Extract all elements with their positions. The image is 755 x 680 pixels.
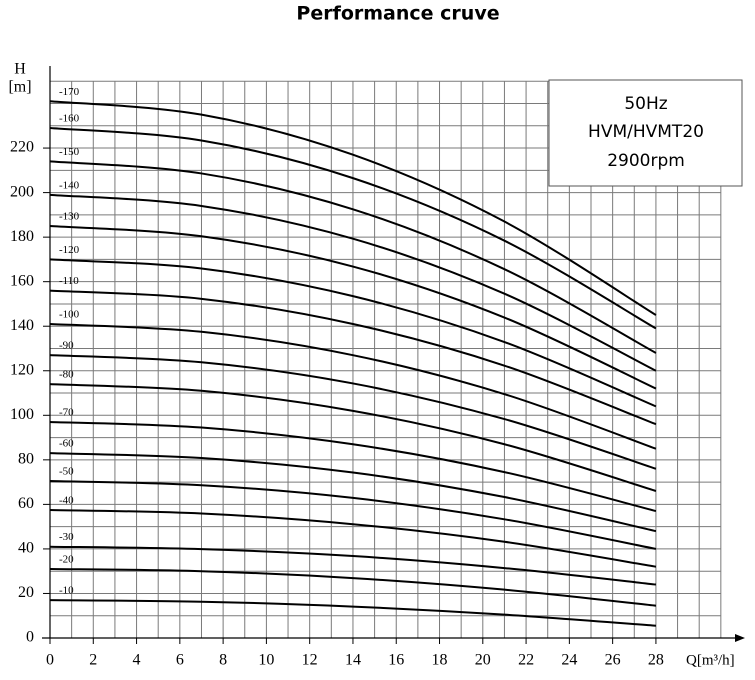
annotation-box xyxy=(548,79,743,187)
curve-label: -120 xyxy=(59,244,80,256)
annotation-line: 50Hz xyxy=(624,94,667,114)
x-tick-label: 14 xyxy=(345,652,361,669)
curve-label: -170 xyxy=(59,86,80,98)
x-tick-label: 12 xyxy=(302,652,318,669)
pump-curve xyxy=(49,383,657,492)
y-tick-label: 160 xyxy=(10,272,34,289)
pump-curve xyxy=(49,420,657,513)
chart-title: Performance cruve xyxy=(296,3,499,25)
pump-curve xyxy=(49,508,657,568)
curve-label: -110 xyxy=(59,275,79,287)
y-tick-label: 60 xyxy=(18,495,34,512)
pump-curve xyxy=(49,545,657,586)
curve-label: -40 xyxy=(59,494,74,506)
pump-curve xyxy=(49,354,657,470)
y-tick-label: 200 xyxy=(10,183,34,200)
curve-label: -20 xyxy=(59,553,74,565)
x-tick-label: 4 xyxy=(133,652,141,669)
x-tick-label: 2 xyxy=(89,652,97,669)
y-tick-label: 40 xyxy=(18,540,34,557)
pump-curve xyxy=(49,225,657,390)
curve-label: -30 xyxy=(59,531,74,543)
y-tick-label: 0 xyxy=(26,629,34,646)
pump-curve xyxy=(49,289,657,426)
pump-curve xyxy=(49,567,657,607)
pump-curve xyxy=(49,193,657,372)
annotation-line: HVM/HVMT20 xyxy=(588,122,704,142)
x-tick-label: 18 xyxy=(432,652,448,669)
y-axis-label: H xyxy=(14,61,26,78)
pump-curve xyxy=(49,322,657,450)
x-tick-label: 10 xyxy=(258,652,274,669)
pump-curve xyxy=(49,100,657,316)
x-axis-arrow xyxy=(735,634,745,642)
y-tick-label: 100 xyxy=(10,406,34,423)
y-tick-label: 20 xyxy=(18,584,34,601)
x-tick-label: 0 xyxy=(46,652,54,669)
y-axis-label: [m] xyxy=(8,79,31,96)
x-tick-label: 28 xyxy=(648,652,664,669)
x-tick-label: 22 xyxy=(518,652,534,669)
curve-label: -70 xyxy=(59,407,74,419)
x-tick-label: 8 xyxy=(219,652,227,669)
pump-curve xyxy=(49,127,657,330)
curve-label: -90 xyxy=(59,340,74,352)
x-tick-label: 20 xyxy=(475,652,491,669)
x-tick-label: 6 xyxy=(176,652,184,669)
curve-label: -160 xyxy=(59,113,80,125)
pump-curve xyxy=(49,452,657,533)
curve-label: -150 xyxy=(59,146,80,158)
annotation: 50Hz HVM/HVMT20 2900rpm xyxy=(588,94,704,171)
curve-label: -10 xyxy=(59,585,74,597)
annotation-line: 2900rpm xyxy=(607,151,685,171)
curve-label: -80 xyxy=(59,369,74,381)
y-tick-label: 80 xyxy=(18,451,34,468)
pump-curve xyxy=(49,160,657,354)
x-tick-label: 24 xyxy=(561,652,577,669)
y-tick-label: 220 xyxy=(10,139,34,156)
curve-label: -60 xyxy=(59,438,74,450)
curve-label: -140 xyxy=(59,179,80,191)
curve-label: -100 xyxy=(59,309,80,321)
pump-curve xyxy=(49,258,657,408)
x-tick-label: 26 xyxy=(605,652,621,669)
y-tick-label: 120 xyxy=(10,361,34,378)
grid xyxy=(50,80,722,638)
curve-label: -130 xyxy=(59,211,80,223)
y-tick-label: 140 xyxy=(10,317,34,334)
pump-curve xyxy=(49,479,657,550)
curve-label: -50 xyxy=(59,466,74,478)
pump-curve xyxy=(49,599,656,627)
x-tick-label: 16 xyxy=(388,652,404,669)
x-axis-label: Q[m³/h] xyxy=(686,652,735,668)
y-tick-label: 180 xyxy=(10,228,34,245)
curves: -170 -160 -150 -140 -130 -120 -110 -100 -90 -80 -7… xyxy=(49,86,657,627)
